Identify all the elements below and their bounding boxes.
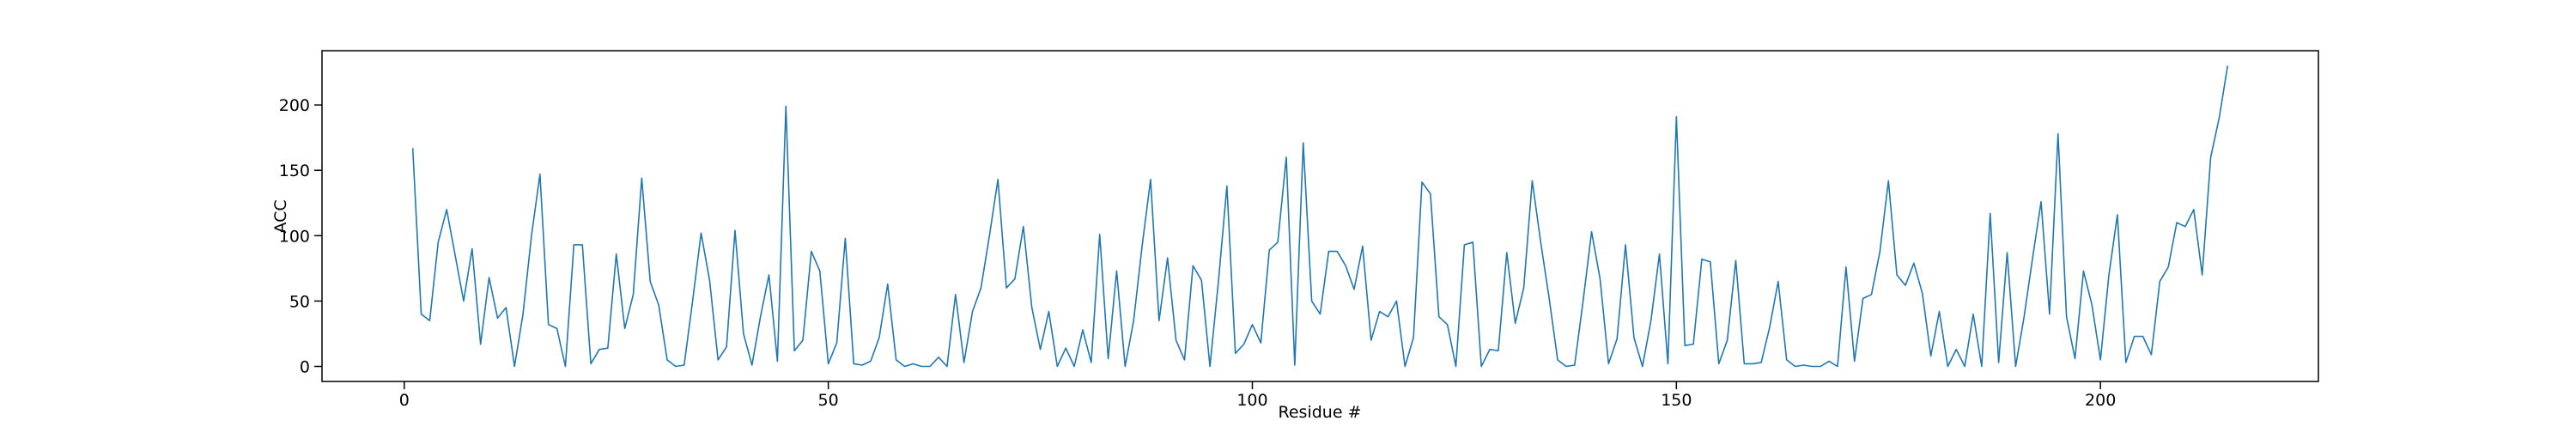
plot-frame	[321, 50, 2319, 382]
y-tick-label: 50	[289, 292, 310, 311]
y-axis-label: ACC	[271, 199, 290, 233]
x-axis-label: Residue #	[1279, 403, 1362, 422]
x-tick-label: 0	[399, 391, 410, 410]
x-tick-label: 50	[818, 391, 839, 410]
x-tick-label: 150	[1661, 391, 1692, 410]
x-tick-label: 200	[2085, 391, 2116, 410]
y-tick-label: 0	[300, 358, 310, 377]
y-tick-label: 150	[279, 162, 310, 180]
x-tick-label: 100	[1236, 391, 1267, 410]
data-line	[411, 65, 2229, 368]
y-tick-label: 200	[279, 96, 310, 115]
y-tick-label: 100	[279, 227, 310, 246]
